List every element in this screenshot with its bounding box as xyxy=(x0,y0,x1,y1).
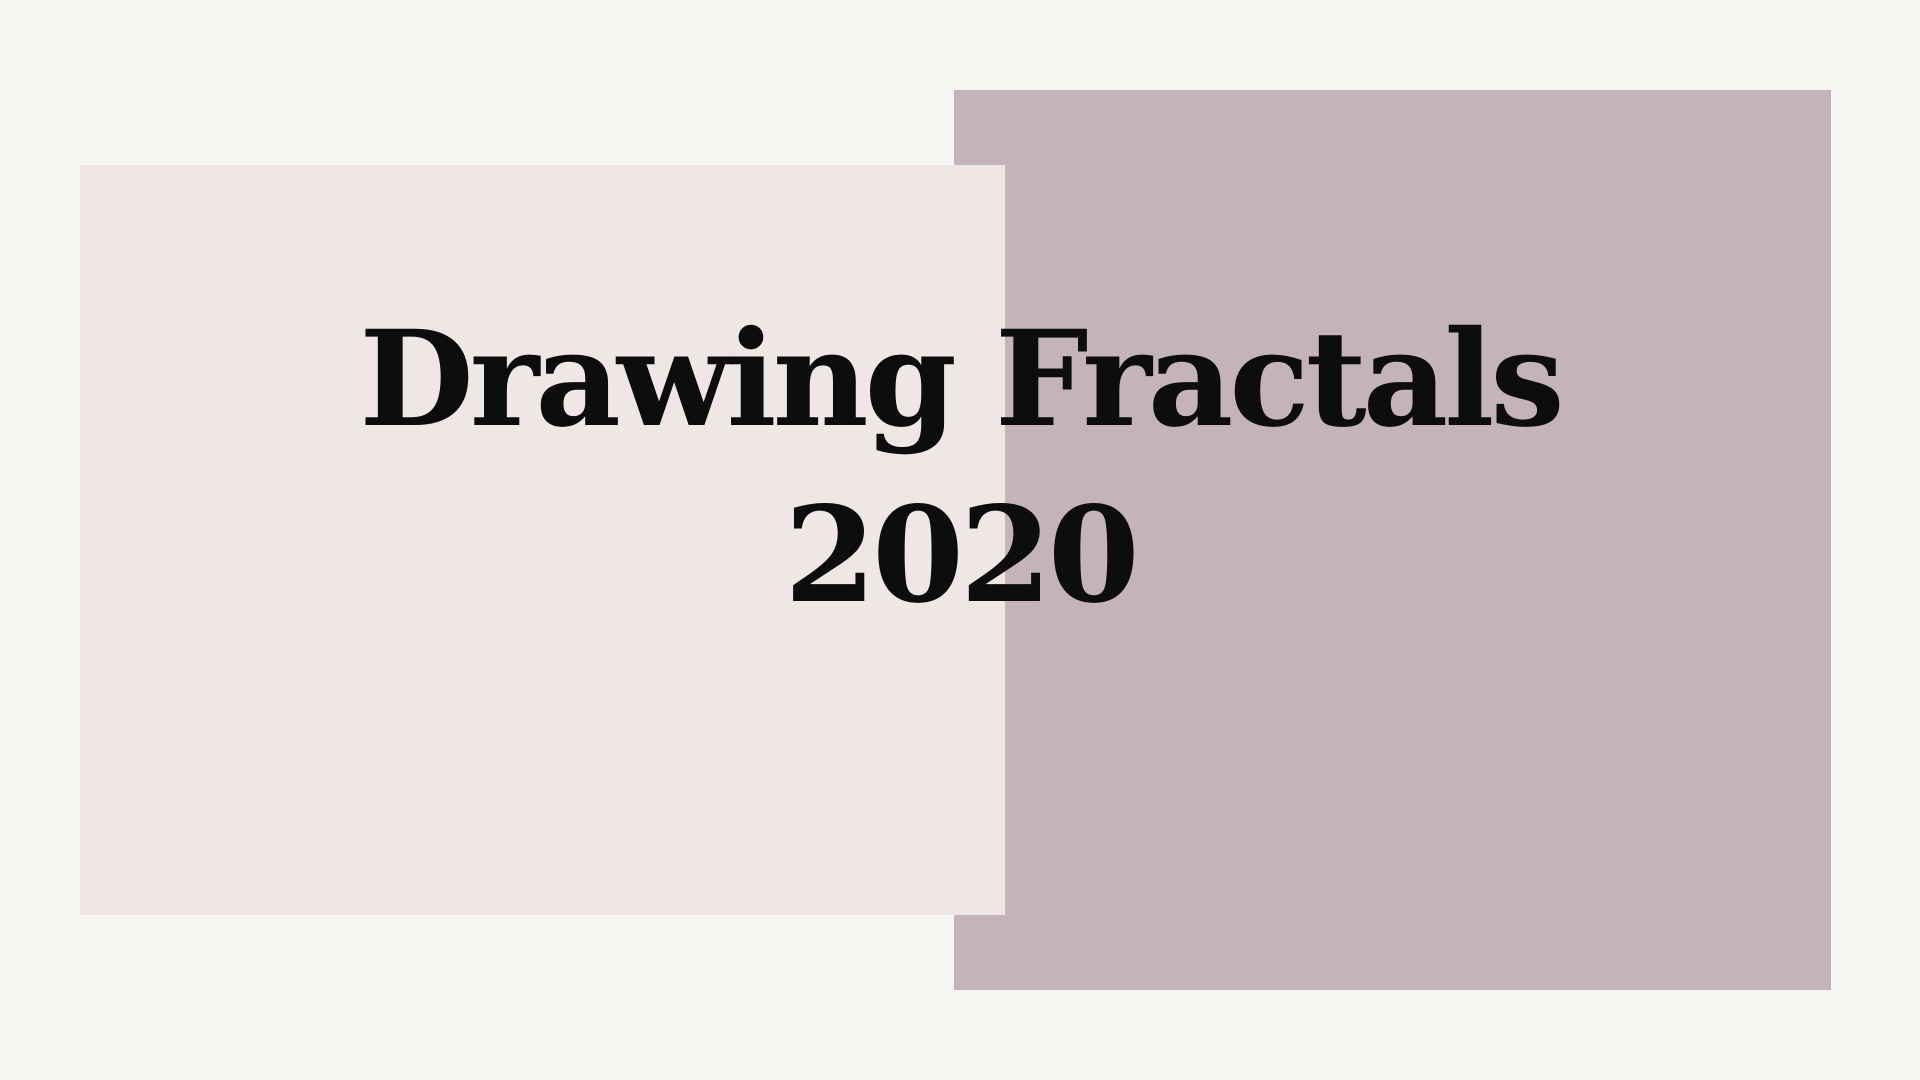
slide-title: Drawing Fractals 2020 xyxy=(0,292,1920,644)
mauve-background-panel xyxy=(954,90,1831,990)
slide-title-line-1: Drawing Fractals xyxy=(359,302,1564,457)
slide-title-line-2: 2020 xyxy=(784,478,1139,633)
blush-background-panel xyxy=(80,165,1005,915)
